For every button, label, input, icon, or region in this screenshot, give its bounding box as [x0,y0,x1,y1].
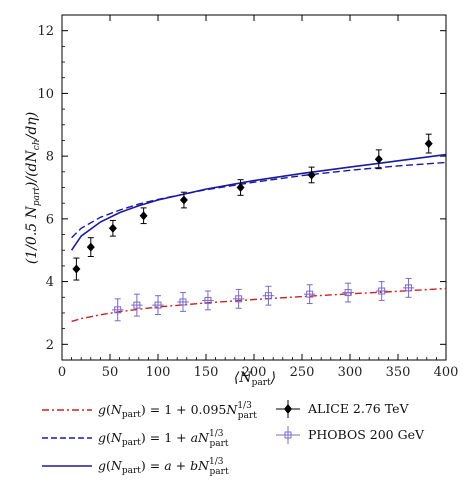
plot-area [61,14,447,361]
series-line [71,287,447,323]
legend-swatch-phobos [276,426,300,444]
data-point [374,149,383,170]
data-point [139,207,148,225]
marker-box [133,301,141,309]
data-point [202,290,214,311]
x-tick-label: 100 [146,365,171,380]
series-points [111,277,415,322]
marker-diamond [424,139,433,149]
y-axis-label: (1/0.5 Npart)/(dNch/dη) [24,112,42,264]
y-tick-label: 10 [37,87,54,102]
y-axis-ticks: 2 4 6 8 10 12 [37,24,446,353]
marker-diamond [236,183,245,192]
series-points [72,133,433,281]
marker-diamond [307,170,316,180]
x-tick-label: 250 [290,365,315,380]
marker-diamond [108,223,117,233]
marker-box [264,292,272,300]
data-point [375,281,388,301]
marker-box [154,301,162,309]
legend-label-phobos: PHOBOS 200 GeV [308,427,425,442]
series-layer [70,133,447,323]
data-point [72,257,81,281]
legend: g(Npart) = 1 + 0.095N1/3 part g(Npart) = … [42,400,425,477]
legend-label-alice: ALICE 2.76 TeV [307,401,409,416]
x-axis-ticks: 0 50 100 150 200 250 300 350 400 [58,15,459,380]
marker-diamond [139,211,148,221]
marker-box [179,298,187,306]
data-point [307,166,316,184]
marker-box [235,295,243,303]
marker-box [306,290,314,298]
data-point [303,284,316,305]
series-path [71,287,447,323]
x-tick-label: 50 [102,365,119,380]
data-point [108,219,117,237]
y-tick-label: 8 [46,150,54,165]
legend-label-dashed: g(Npart) = 1 + aN1/3 part [98,429,229,449]
data-point [177,292,189,312]
x-tick-label: 150 [194,365,219,380]
marker-box [114,306,122,314]
data-point [131,293,143,317]
data-point [236,179,245,196]
legend-swatch-alice [276,400,300,418]
legend-label-solid: g(Npart) = a + bN1/3 part [98,457,229,477]
series-path [70,153,447,251]
plot-frame [61,14,447,361]
marker-diamond [374,154,383,164]
marker-diamond [86,242,95,252]
data-point [342,282,354,303]
x-tick-label: 400 [434,365,459,380]
data-point [402,277,415,298]
x-tick-label: 350 [386,365,411,380]
data-point [86,237,95,257]
y-tick-label: 4 [46,275,54,290]
data-point [424,133,433,154]
data-point [262,285,275,306]
marker-box [204,296,212,304]
y-tick-label: 6 [46,212,54,227]
series-line [70,153,447,251]
x-tick-label: 300 [338,365,363,380]
legend-label-dashdot: g(Npart) = 1 + 0.095N1/3 part [98,401,257,421]
data-point [232,288,245,309]
x-tick-label: 0 [58,365,66,380]
marker-diamond [179,195,188,205]
marker-box [405,284,413,292]
y-tick-label: 12 [37,24,54,39]
y-tick-label: 2 [46,338,54,353]
data-point [179,191,188,209]
marker-diamond [72,264,81,274]
series-path [71,161,447,239]
series-line [71,161,447,239]
marker-box [344,289,352,297]
data-point [152,295,164,316]
data-point [111,298,124,322]
x-tick-label: 200 [242,365,267,380]
marker-box [378,287,386,295]
